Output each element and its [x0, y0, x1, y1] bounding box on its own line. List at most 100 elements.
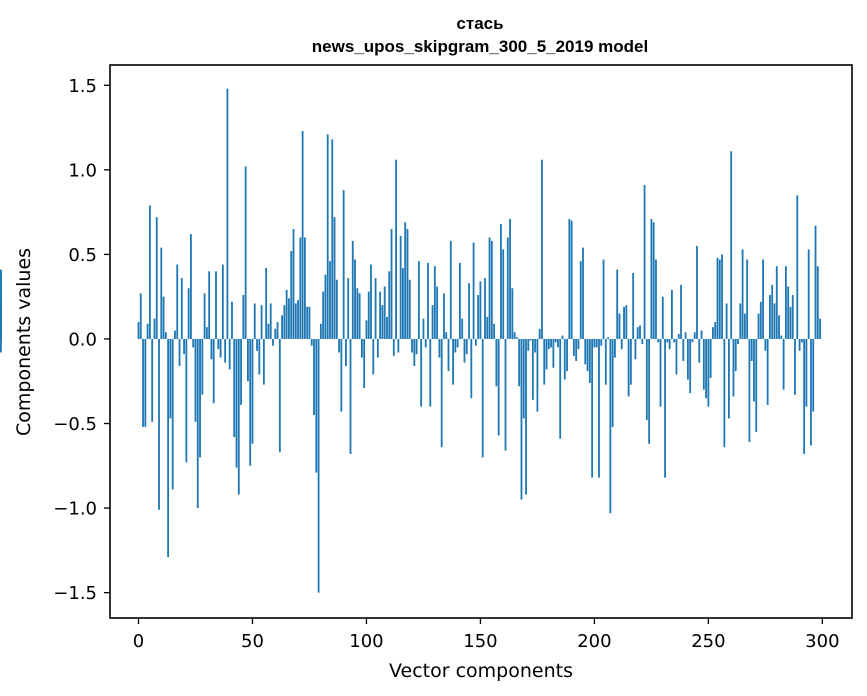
- bar: [242, 294, 245, 339]
- bar: [379, 291, 382, 339]
- bar: [438, 338, 441, 358]
- bar: [212, 338, 215, 404]
- bar: [568, 218, 571, 339]
- bar: [153, 318, 156, 339]
- bar: [666, 338, 669, 343]
- bar: [164, 332, 167, 339]
- bar: [575, 338, 578, 361]
- bar: [794, 338, 796, 395]
- bar: [137, 322, 140, 339]
- bar: [351, 240, 354, 339]
- bar: [509, 218, 511, 339]
- ticks-layer: 0 50 100 150 200 250 300 −1.5 −1.0 −0.5 0.0 0.5 1.0 1…: [53, 76, 839, 652]
- bar: [645, 338, 648, 421]
- bar: [671, 289, 673, 339]
- bar: [531, 338, 534, 400]
- bar: [253, 303, 256, 339]
- bar: [643, 185, 646, 339]
- bar: [221, 264, 224, 339]
- bar: [256, 338, 258, 351]
- bar: [723, 338, 726, 448]
- x-tick-label: 200: [577, 631, 611, 652]
- bar: [570, 220, 573, 339]
- bar: [611, 338, 614, 427]
- bar: [388, 271, 391, 339]
- bar: [322, 291, 325, 339]
- bar: [338, 338, 340, 353]
- bar: [392, 338, 395, 356]
- bar: [454, 338, 457, 353]
- bar: [625, 305, 628, 339]
- y-tick-label: 0.5: [68, 245, 97, 266]
- bar: [433, 266, 436, 339]
- bar: [313, 338, 315, 416]
- bar: [689, 338, 692, 394]
- bar: [231, 301, 233, 339]
- bar: [712, 327, 714, 339]
- bar: [333, 217, 336, 339]
- bar: [420, 338, 423, 407]
- chart-title-line-2: news_upos_skipgram_300_5_2019 model: [312, 37, 648, 56]
- bar: [452, 338, 454, 385]
- bar: [477, 294, 480, 339]
- bar: [447, 338, 450, 372]
- bar: [554, 338, 557, 343]
- bar: [413, 338, 416, 367]
- bar: [762, 259, 764, 339]
- bar: [648, 338, 651, 444]
- bar: [634, 338, 637, 360]
- bar: [199, 338, 201, 458]
- bar: [566, 338, 568, 372]
- bar: [390, 229, 393, 339]
- bar: [557, 338, 559, 348]
- bar: [741, 249, 744, 339]
- bar: [766, 338, 769, 405]
- bar: [417, 261, 420, 339]
- bar: [459, 262, 461, 339]
- bar: [800, 338, 803, 343]
- bar: [673, 338, 676, 343]
- bar: [819, 318, 821, 339]
- bar: [205, 327, 208, 339]
- bar: [436, 286, 439, 339]
- bar: [543, 338, 546, 385]
- bar: [659, 338, 662, 407]
- bar: [144, 338, 147, 427]
- bar: [174, 330, 176, 339]
- bar: [727, 338, 730, 419]
- bar: [345, 338, 347, 367]
- bar: [789, 306, 792, 339]
- x-axis-label: Vector components: [389, 660, 573, 682]
- bar: [771, 284, 774, 339]
- bar: [235, 338, 238, 468]
- bar: [281, 315, 284, 339]
- bar: [493, 323, 496, 339]
- x-tick-label: 250: [691, 631, 725, 652]
- bar: [443, 293, 445, 339]
- bar: [511, 288, 514, 339]
- bar: [641, 338, 644, 345]
- bar: [201, 338, 204, 395]
- bar: [315, 338, 318, 473]
- bar: [520, 338, 523, 500]
- bar: [474, 338, 477, 346]
- bar: [527, 338, 530, 351]
- y-tick-label: −1.0: [53, 499, 97, 520]
- bar: [655, 259, 657, 339]
- bar: [431, 305, 434, 339]
- bar: [465, 338, 468, 355]
- bar: [0, 300, 2, 339]
- bar: [276, 322, 279, 339]
- bar: [340, 338, 343, 412]
- bar: [226, 88, 229, 339]
- bar: [698, 338, 701, 363]
- bar: [547, 338, 550, 350]
- bar: [721, 254, 723, 339]
- chart-title-line-1: стась: [456, 14, 503, 33]
- bar: [335, 279, 338, 339]
- bar: [196, 338, 199, 509]
- bar: [664, 338, 666, 478]
- bar: [803, 338, 806, 454]
- bar: [440, 338, 443, 448]
